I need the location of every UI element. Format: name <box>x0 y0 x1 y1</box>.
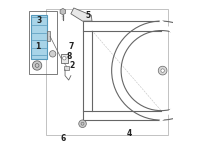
Circle shape <box>161 69 164 72</box>
Bar <box>31 15 47 59</box>
Bar <box>46 9 168 135</box>
Text: 6: 6 <box>60 134 65 143</box>
Text: 7: 7 <box>69 42 74 51</box>
Circle shape <box>79 120 86 127</box>
Bar <box>47 31 50 41</box>
Text: 1: 1 <box>35 42 40 51</box>
Text: 3: 3 <box>37 16 42 25</box>
Bar <box>61 54 68 63</box>
Circle shape <box>49 51 56 57</box>
Text: 2: 2 <box>70 61 75 70</box>
Polygon shape <box>71 8 92 21</box>
Text: 5: 5 <box>85 11 90 20</box>
Circle shape <box>63 56 66 60</box>
Text: 4: 4 <box>126 129 132 138</box>
Bar <box>29 11 57 74</box>
Circle shape <box>32 61 42 70</box>
Circle shape <box>158 66 167 75</box>
Bar <box>64 66 69 70</box>
Text: 8: 8 <box>66 52 71 61</box>
